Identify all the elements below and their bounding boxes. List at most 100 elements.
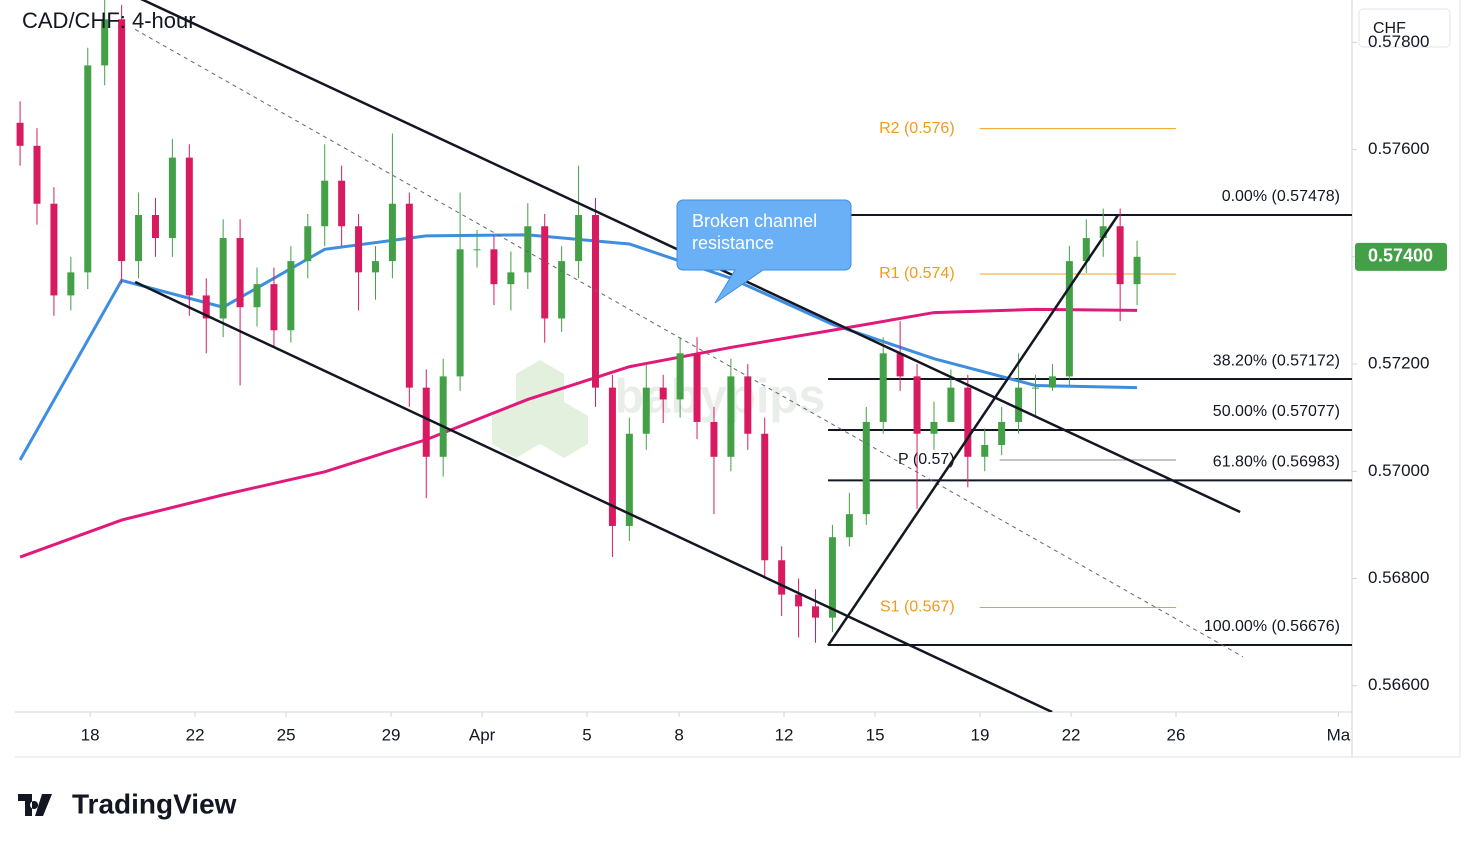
candle-body [795, 594, 803, 607]
currency-label: CHF [1373, 20, 1406, 37]
candle-body [964, 387, 972, 457]
x-tick-label: 8 [674, 725, 683, 744]
candle-body [355, 226, 363, 273]
candle-body [828, 537, 836, 618]
callout-text: resistance [692, 233, 774, 253]
candle-body [33, 145, 41, 204]
candle-body [812, 606, 820, 618]
candle-body [202, 295, 210, 319]
candle-body [625, 433, 633, 526]
candle-body [659, 387, 667, 400]
candle-body [930, 421, 938, 434]
candle-body [270, 284, 278, 331]
candle-body [287, 261, 295, 331]
trendline [826, 214, 1120, 647]
y-tick-label: 0.56800 [1368, 568, 1429, 587]
brand-name: TradingView [72, 788, 237, 819]
pivot-label: R1 (0.574) [879, 265, 955, 282]
candle-body [422, 387, 430, 457]
candle-body [591, 214, 599, 388]
candle-body [913, 376, 921, 434]
candle-body [371, 261, 379, 273]
candle-body [608, 387, 616, 526]
candle-body [118, 19, 126, 262]
candle-body [219, 238, 227, 319]
currency-box[interactable] [1358, 8, 1451, 48]
plot-area: babypipsR3 (0.58)R2 (0.576)R1 (0.574)P (… [16, 0, 1352, 712]
candle-body [67, 272, 75, 296]
candle-body [151, 214, 159, 239]
logo-icon [18, 794, 52, 816]
candle-body [1032, 387, 1040, 389]
candle-body [558, 261, 566, 319]
candle-body [1065, 261, 1073, 377]
candle-body [744, 376, 752, 434]
x-tick-label: 25 [277, 725, 296, 744]
candle-body [575, 214, 583, 262]
trendline [134, 280, 1053, 712]
candle-body [473, 249, 481, 251]
candle-body [862, 421, 870, 515]
candle-body [439, 376, 447, 457]
y-tick-label: 0.57800 [1368, 32, 1429, 51]
candle-body [456, 249, 464, 377]
x-tick-label: 5 [582, 725, 591, 744]
x-tick-label: 19 [971, 725, 990, 744]
candle-body [761, 433, 769, 561]
x-tick-label: 29 [382, 725, 401, 744]
x-tick-label: 22 [1062, 725, 1081, 744]
y-tick-label: 0.57200 [1368, 354, 1429, 373]
candle-body [507, 272, 515, 285]
moving-average [19, 307, 1138, 559]
callout-text: Broken channel [692, 211, 817, 231]
x-tick-label: Apr [469, 725, 496, 744]
candle-body [236, 238, 244, 308]
candle-body [896, 353, 904, 377]
candle-body [405, 203, 413, 388]
candle-body [1082, 238, 1090, 262]
candle-body [1116, 226, 1124, 285]
brand-logo: TradingView [18, 788, 237, 819]
last-price-tag [1355, 242, 1447, 271]
candle-body [642, 387, 650, 434]
x-tick-label: 18 [81, 725, 100, 744]
candle-body [710, 421, 718, 457]
candle-body [947, 387, 955, 422]
candle-body [1099, 226, 1107, 239]
candle-body [541, 226, 549, 319]
x-tick-label: 12 [775, 725, 794, 744]
chart-title: CAD/CHF: 4-hour [22, 8, 196, 33]
watermark-icon [492, 360, 588, 458]
x-tick-label: 15 [866, 725, 885, 744]
candle-body [168, 157, 176, 239]
x-tick-label: 22 [186, 725, 205, 744]
candle-body [101, 19, 109, 66]
x-tick-label: 26 [1167, 725, 1186, 744]
candle-body [50, 203, 58, 296]
candle-body [727, 376, 735, 457]
candle-body [524, 226, 532, 273]
pivot-label: P (0.57) [898, 451, 955, 468]
candle-body [676, 353, 684, 400]
candle-body [16, 122, 24, 146]
candle-body [845, 514, 853, 538]
candle-body [304, 226, 312, 262]
fib-label: 0.00% (0.57478) [1222, 188, 1340, 205]
candle-body [879, 353, 887, 422]
fib-label: 50.00% (0.57077) [1213, 403, 1340, 420]
candle-body [693, 353, 701, 422]
candle-body [135, 214, 143, 262]
candle-body [84, 65, 92, 273]
candle-body [778, 560, 786, 595]
fib-label: 100.00% (0.56676) [1204, 618, 1340, 635]
candle-body [1015, 387, 1023, 422]
axis: 0.56600 0.56800 0.57000 0.57200 0.57400 0.576… [81, 32, 1430, 745]
candle-body [388, 203, 396, 262]
candle-body [490, 249, 498, 285]
candle-body [338, 180, 346, 227]
y-tick-label: 0.56600 [1368, 675, 1429, 694]
fib-label: 38.20% (0.57172) [1213, 352, 1340, 369]
fib-label: 61.80% (0.56983) [1213, 454, 1340, 471]
